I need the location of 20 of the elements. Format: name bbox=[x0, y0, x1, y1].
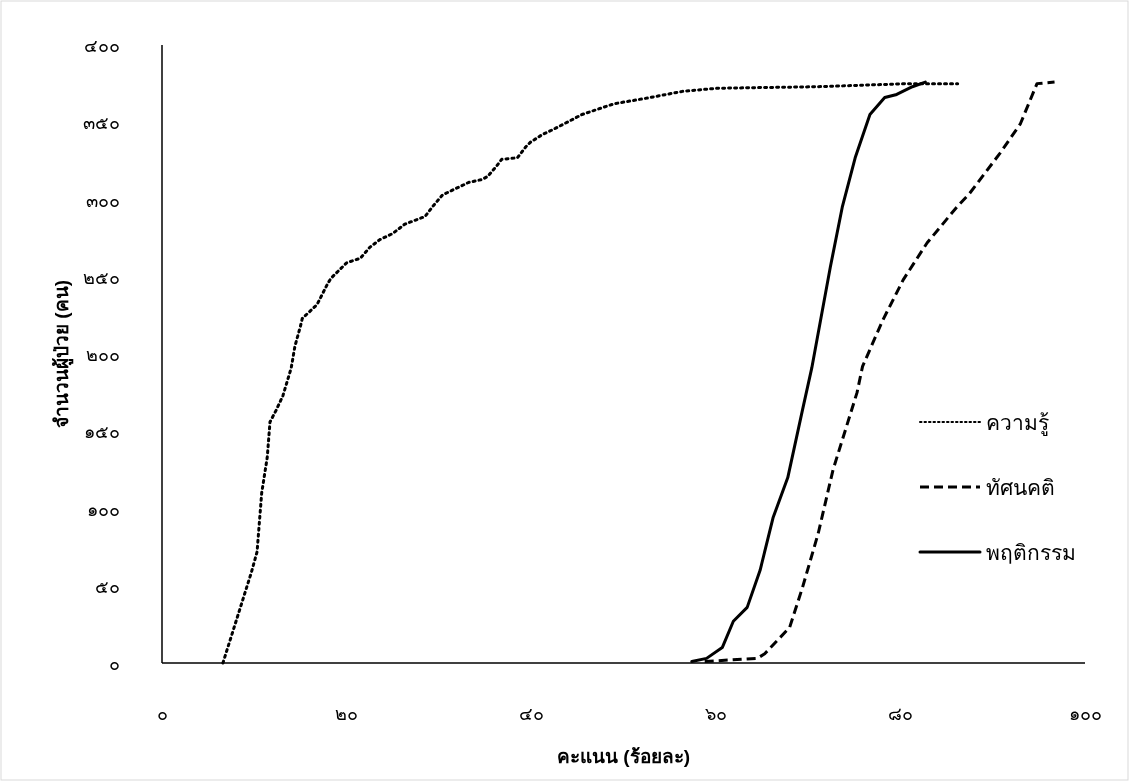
x-tick-label: ๘๐ bbox=[887, 704, 913, 724]
x-tick-label: ๑๐๐ bbox=[1068, 704, 1102, 724]
y-axis-title: จำนวนผู้ป่วย (คน) bbox=[51, 280, 74, 428]
y-tick-label: ๑๐๐ bbox=[87, 499, 120, 520]
y-tick-label: ๕๐ bbox=[95, 576, 120, 597]
y-tick-label: ๓๕๐ bbox=[83, 113, 120, 134]
x-tick-label: ๐ bbox=[156, 704, 168, 724]
x-axis-title: คะแนน (ร้อยละ) bbox=[557, 746, 690, 767]
x-tick-label: ๔๐ bbox=[518, 704, 544, 724]
legend-label: ความรู้ bbox=[986, 411, 1049, 436]
y-tick-label: ๑๕๐ bbox=[84, 422, 120, 443]
y-tick-label: ๔๐๐ bbox=[84, 36, 120, 56]
y-tick-label: ๐ bbox=[109, 654, 120, 674]
y-tick-label: ๒๐๐ bbox=[86, 345, 120, 365]
x-tick-label: ๒๐ bbox=[335, 704, 359, 724]
legend-label: พฤติกรรม bbox=[986, 541, 1076, 564]
y-tick-label: ๓๐๐ bbox=[86, 190, 120, 211]
legend-label: ทัศนคติ bbox=[986, 476, 1055, 499]
y-tick-label: ๒๕๐ bbox=[83, 267, 120, 288]
x-tick-label: ๖๐ bbox=[704, 704, 727, 724]
